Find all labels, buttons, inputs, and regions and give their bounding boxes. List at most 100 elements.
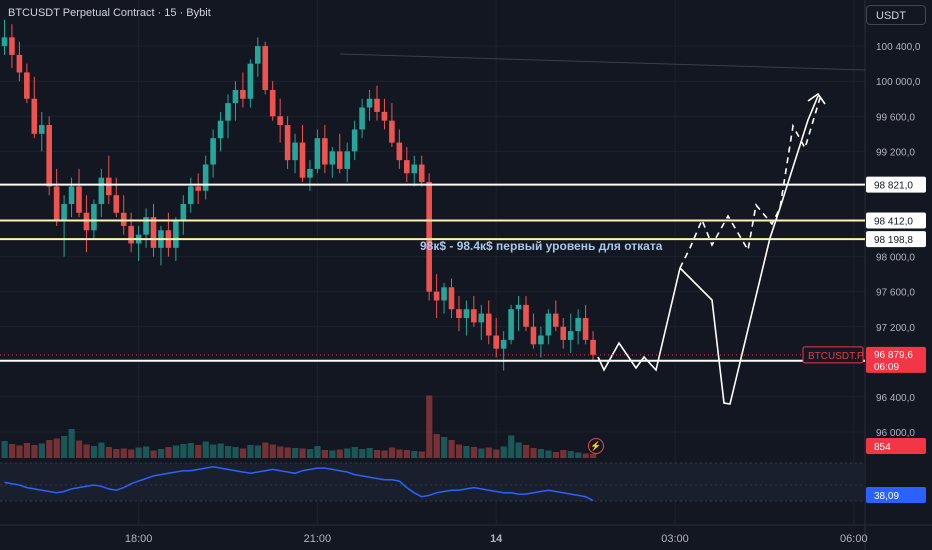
volume-bar (366, 448, 373, 458)
candle-body (225, 103, 231, 121)
trend-line (339, 53, 866, 71)
symbol-tag-bg (802, 346, 864, 364)
volume-bar (463, 446, 470, 458)
candle-body (411, 164, 418, 174)
level-tag-bg (866, 212, 926, 229)
candle-body (299, 142, 306, 178)
volume-bar (187, 443, 194, 458)
volume-bar (150, 450, 157, 458)
volume-bar (508, 435, 515, 458)
candle-body (217, 120, 224, 139)
candle-body (38, 125, 45, 134)
volume-bar (284, 447, 291, 458)
volume-bar (254, 445, 261, 458)
candle-body (83, 212, 90, 231)
candle-body (61, 203, 67, 222)
rsi-tag: 38,09 (874, 491, 899, 502)
volume-bar (23, 443, 31, 458)
currency-button[interactable]: USDT (866, 5, 926, 25)
volume-bar (433, 434, 440, 458)
current-price-countdown: 06:09 (874, 362, 899, 373)
candle-body (508, 309, 514, 340)
symbol-tag: BTCUSDT.P (808, 351, 864, 362)
volume-bar (552, 452, 559, 458)
volume-bar (120, 448, 127, 458)
volume-bars (1, 395, 597, 458)
candle-body (53, 186, 60, 222)
horizontal-levels[interactable] (0, 0, 866, 362)
volume-bar (485, 447, 492, 458)
candle-body (433, 291, 440, 301)
candle-body (322, 138, 328, 165)
candle-body (262, 46, 269, 90)
candle-body (307, 168, 313, 178)
candle-body (448, 287, 455, 310)
volume-bar (560, 450, 567, 458)
candle-body (426, 182, 432, 292)
chart-title: BTCUSDT Perpetual Contract · 15 · Bybit (8, 7, 211, 19)
candle-body (374, 98, 380, 112)
candle-body (232, 89, 239, 104)
price-tick: 100 000,0 (876, 77, 921, 88)
candle-body (530, 326, 537, 345)
volume-bar (16, 445, 23, 458)
volume-bar (336, 449, 343, 458)
forecast-path (679, 95, 819, 405)
volume-bar (1, 441, 8, 458)
chart-annotation: 98к$ - 98.4к$ первый уровень для отката (420, 239, 663, 253)
volume-bar (388, 447, 396, 458)
level-tag-bg (866, 176, 926, 193)
volume-bar (403, 450, 410, 458)
volume-bar (537, 449, 545, 458)
candle-body (314, 138, 321, 169)
candle-body (202, 164, 209, 191)
volume-bar (344, 448, 351, 458)
forecast-arrowhead (807, 92, 826, 105)
volume-bar (76, 440, 83, 458)
candle-body (150, 217, 157, 248)
price-tags: 101 314,998 821,098 412,098 198,896 812,… (0, 11, 926, 503)
volume-bar (493, 449, 500, 458)
candle-body (553, 313, 559, 327)
rsi-band (0, 463, 865, 501)
forecast-dashed-path (679, 97, 821, 269)
volume-bar (582, 453, 589, 458)
candle-body (582, 317, 589, 340)
candle-body (1, 37, 8, 47)
volume-bar (470, 447, 478, 458)
candle-body (329, 151, 336, 165)
candle-body (389, 120, 395, 143)
forecast-drawing[interactable] (597, 92, 826, 405)
current-price-tag-bg (866, 346, 926, 373)
volume-bar (396, 449, 403, 458)
time-tick: 03:00 (661, 533, 689, 545)
candle-body (143, 217, 149, 235)
candle-body (180, 203, 187, 222)
volume-bar (172, 445, 180, 458)
candle-body (128, 225, 134, 244)
price-tick: 99 200,0 (876, 147, 915, 158)
rsi-pane (0, 462, 865, 502)
lightning-icon[interactable]: ⚡ (588, 438, 604, 454)
candle-body (336, 151, 343, 169)
volume-bar (68, 429, 75, 458)
candle-body (284, 125, 291, 161)
volume-bar (418, 451, 425, 458)
volume-bar (210, 444, 217, 458)
volume-bar (53, 438, 60, 458)
time-tick: 06:00 (840, 533, 868, 545)
candle-body (277, 116, 283, 126)
candle-body (523, 304, 529, 327)
candle-body (538, 335, 544, 345)
candle-body (560, 326, 567, 340)
volume-bar (262, 442, 269, 458)
candle-body (381, 111, 388, 121)
current-price-value: 96 879,6 (874, 350, 913, 361)
volume-bar (590, 454, 597, 458)
candle-body (46, 125, 52, 187)
volume-bar (292, 448, 299, 458)
